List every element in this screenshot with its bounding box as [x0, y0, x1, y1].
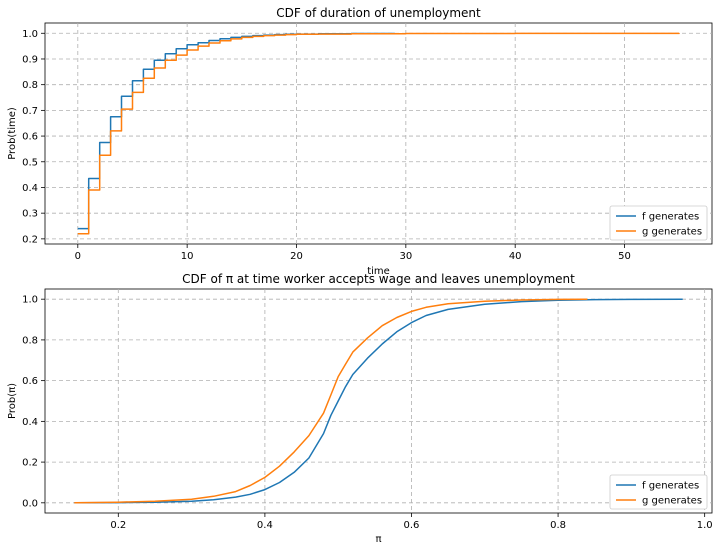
chart-duration-cdf: CDF of duration of unemployment 0 10 20 30 4… [7, 6, 713, 277]
y-axis-ticks: 0.0 0.2 0.4 0.6 0.8 1.0 [22, 295, 45, 509]
y-tick-label: 0.3 [22, 209, 38, 220]
plot-frame [44, 288, 713, 514]
x-axis-ticks: 0.2 0.4 0.6 0.8 1.0 [110, 513, 713, 531]
legend-label-f: f generates [642, 212, 699, 223]
x-axis-label: time [367, 266, 390, 277]
legend: f generates g generates [609, 474, 708, 510]
series-line-g [74, 298, 588, 504]
legend-label-f: f generates [642, 481, 699, 492]
y-tick-label: 0.9 [22, 54, 38, 65]
y-axis-label: Prob(time) [7, 107, 18, 160]
x-tick-label: 30 [399, 251, 412, 262]
y-tick-label: 0.0 [22, 498, 38, 509]
x-tick-label: 10 [181, 251, 194, 262]
x-tick-label: 0 [75, 251, 81, 262]
legend-label-g: g generates [642, 496, 702, 507]
chart-title: CDF of duration of unemployment [276, 6, 481, 20]
y-tick-label: 0.4 [22, 417, 38, 428]
chart-pi-cdf: CDF of π at time worker accepts wage and… [7, 272, 713, 545]
y-tick-label: 0.6 [22, 376, 38, 387]
legend: f generates g generates [609, 205, 708, 241]
series-line-g [77, 32, 680, 235]
series-line-f [74, 298, 683, 504]
x-tick-label: 0.2 [110, 520, 126, 531]
y-tick-label: 0.5 [22, 157, 38, 168]
x-tick-label: 1.0 [697, 520, 713, 531]
x-tick-label: 0.4 [257, 520, 273, 531]
x-tick-label: 20 [290, 251, 303, 262]
x-tick-label: 50 [618, 251, 631, 262]
y-axis-ticks: 0.2 0.3 0.4 0.5 0.6 0.7 0.8 0.9 1.0 [22, 29, 45, 245]
x-tick-label: 0.8 [550, 520, 566, 531]
y-tick-label: 0.2 [22, 458, 38, 469]
y-tick-label: 0.7 [22, 106, 38, 117]
y-tick-label: 0.2 [22, 234, 38, 245]
legend-label-g: g generates [642, 227, 702, 238]
x-axis-label: π [375, 534, 381, 545]
y-tick-label: 0.6 [22, 132, 38, 143]
x-tick-label: 0.6 [404, 520, 420, 531]
y-tick-label: 0.4 [22, 183, 38, 194]
y-tick-label: 0.8 [22, 335, 38, 346]
plot-frame [44, 22, 713, 245]
x-tick-label: 40 [509, 251, 522, 262]
y-tick-label: 1.0 [22, 295, 38, 306]
x-axis-ticks: 0 10 20 30 40 50 [75, 244, 631, 262]
y-tick-label: 1.0 [22, 29, 38, 40]
y-tick-label: 0.8 [22, 80, 38, 91]
chart-title: CDF of π at time worker accepts wage and… [182, 272, 575, 286]
series-layer [77, 32, 680, 235]
y-axis-label: Prob(π) [7, 383, 18, 419]
series-layer [74, 298, 683, 504]
